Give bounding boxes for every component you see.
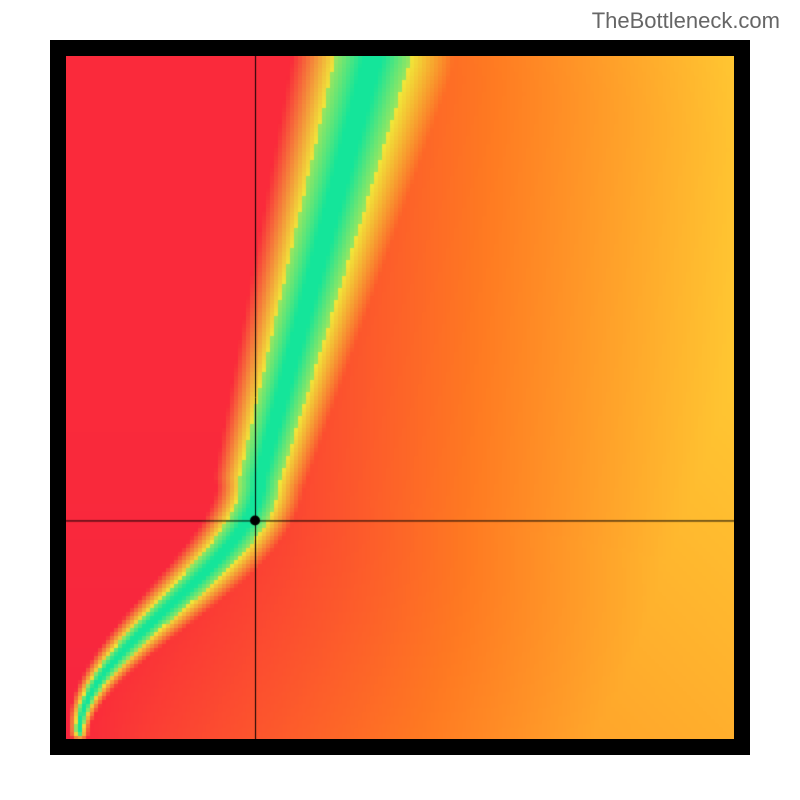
watermark-text: TheBottleneck.com (592, 8, 780, 34)
plot-frame (50, 40, 750, 755)
chart-container: TheBottleneck.com (0, 0, 800, 800)
heatmap-canvas (66, 56, 734, 739)
